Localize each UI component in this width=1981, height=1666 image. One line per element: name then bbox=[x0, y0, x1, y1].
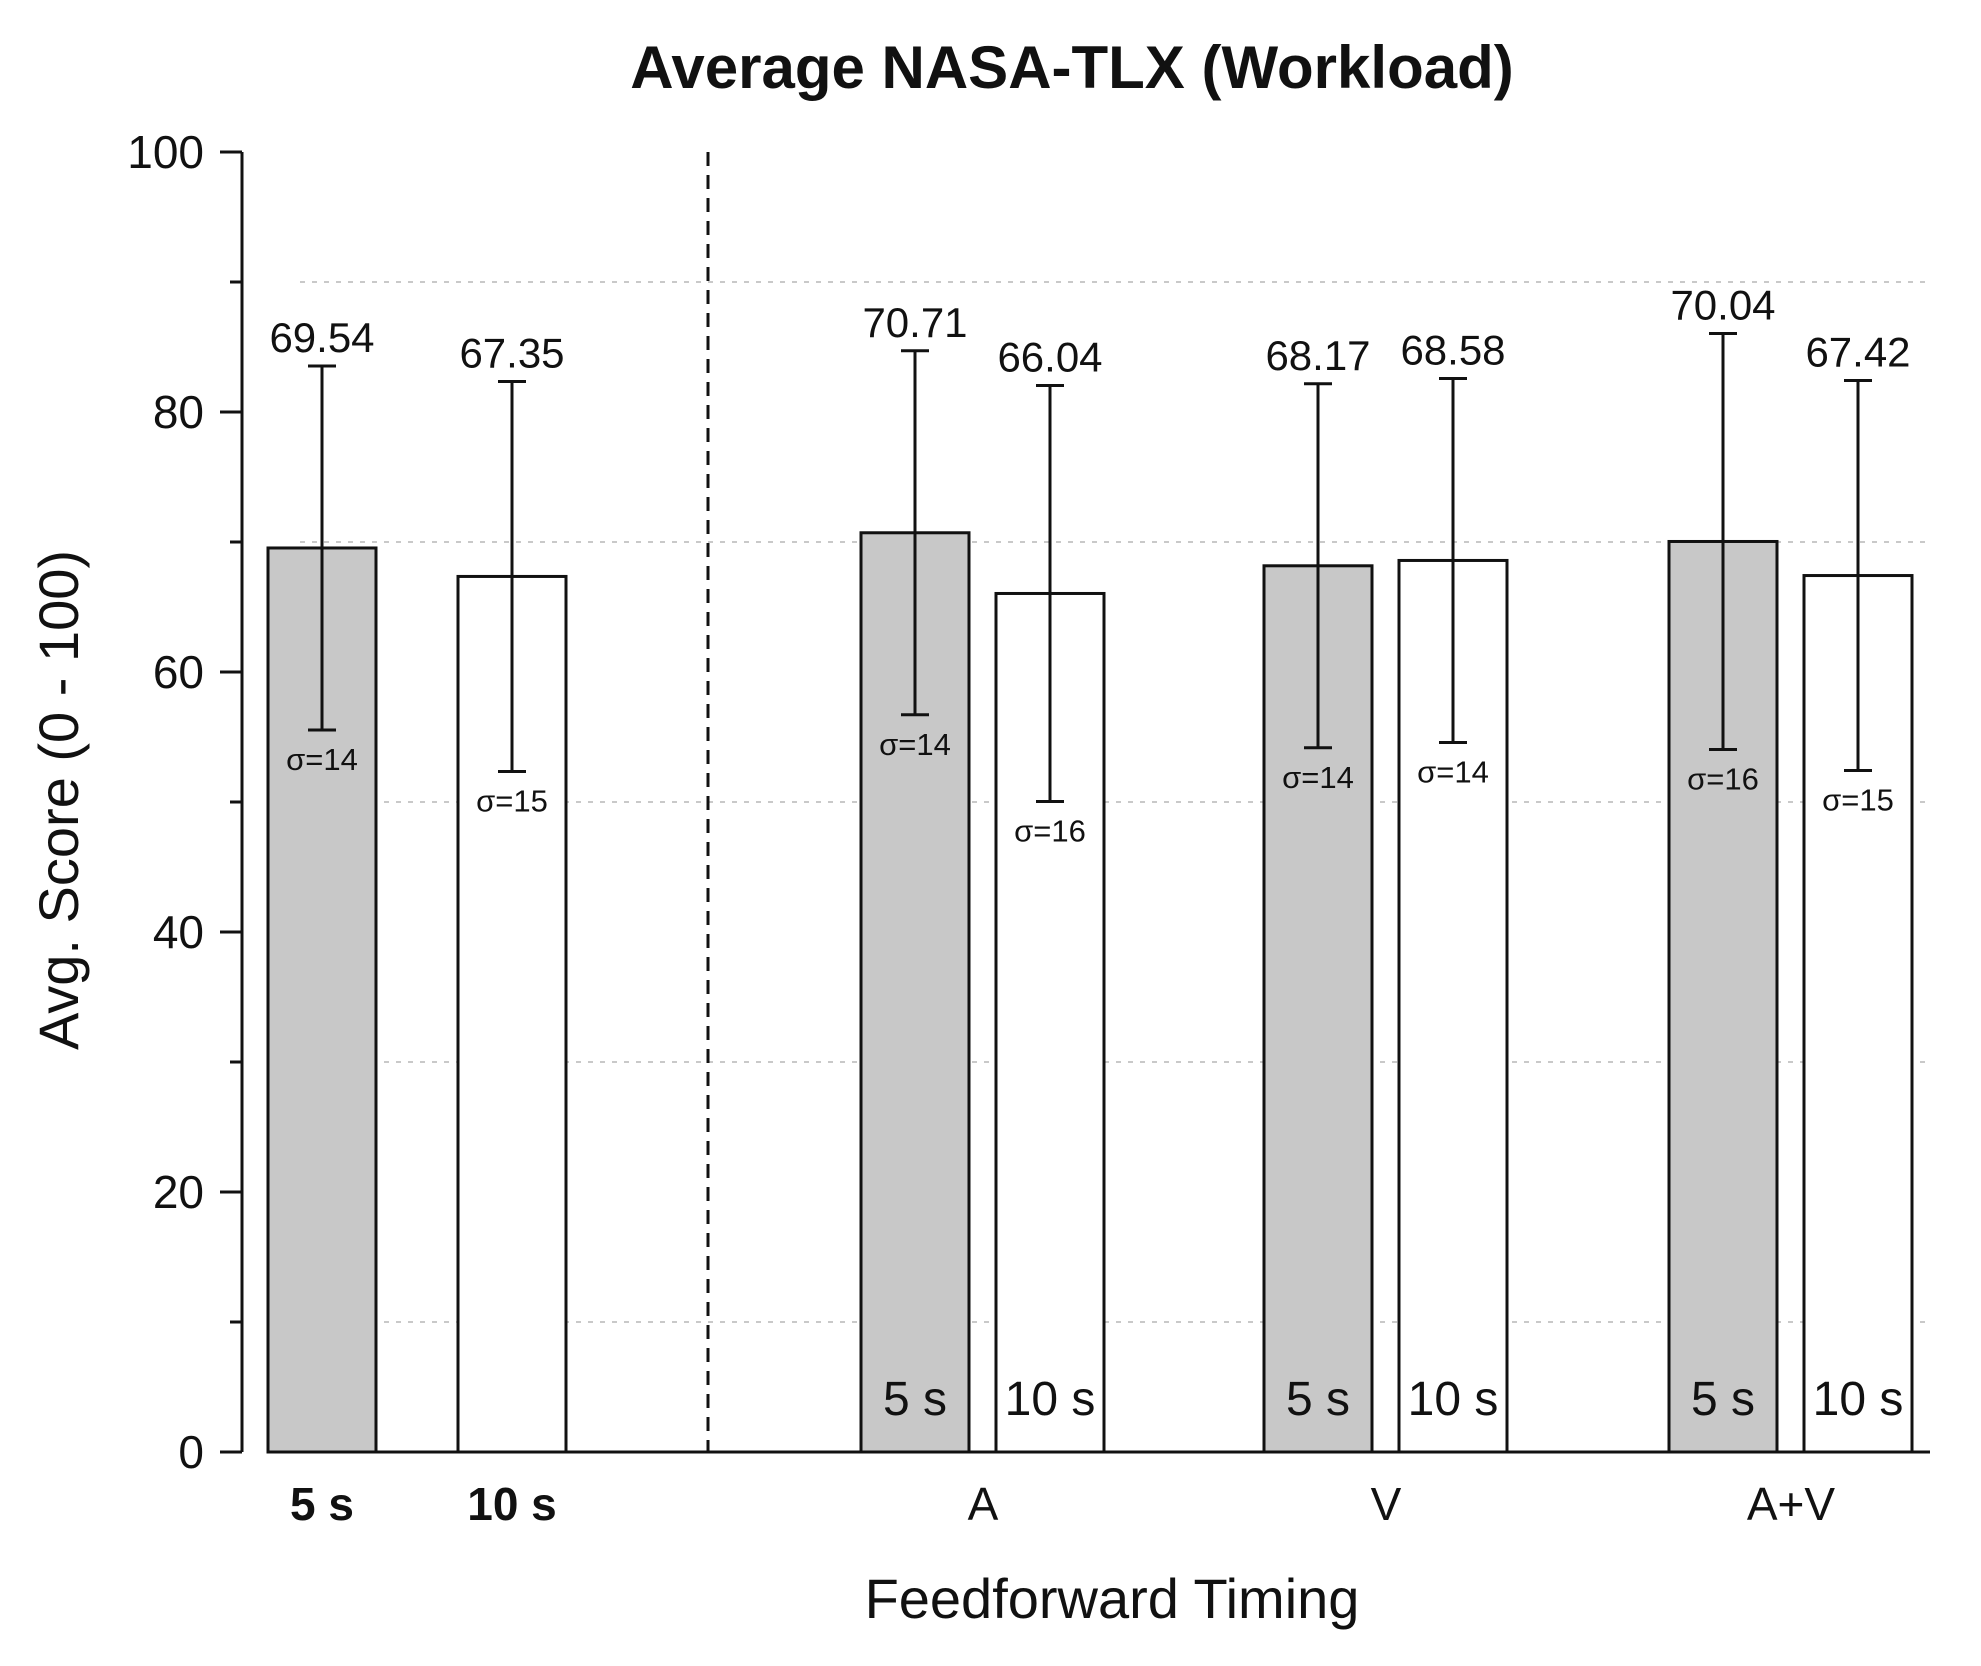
value-label: 69.54 bbox=[269, 314, 374, 361]
sd-label: σ=15 bbox=[1822, 783, 1894, 818]
x-category-label: V bbox=[1371, 1478, 1402, 1530]
value-label: 70.04 bbox=[1670, 281, 1775, 328]
value-label: 70.71 bbox=[862, 299, 967, 346]
gridlines bbox=[300, 281, 1930, 1323]
y-tick-label: 80 bbox=[153, 386, 204, 438]
bars bbox=[266, 331, 1914, 1454]
y-tick-label: 100 bbox=[127, 126, 204, 178]
axes bbox=[220, 150, 1930, 1454]
bar-timing-label: 5 s bbox=[1286, 1373, 1350, 1426]
chart-title: Average NASA-TLX (Workload) bbox=[630, 34, 1513, 101]
x-category-label: 5 s bbox=[290, 1478, 354, 1530]
value-label: 67.42 bbox=[1805, 329, 1910, 376]
x-category-label: A bbox=[968, 1478, 999, 1530]
bar-timing-label: 5 s bbox=[883, 1373, 947, 1426]
value-label: 66.04 bbox=[997, 333, 1102, 380]
value-label: 68.17 bbox=[1265, 332, 1370, 379]
x-category-label: A+V bbox=[1747, 1478, 1836, 1530]
sd-label: σ=16 bbox=[1687, 761, 1759, 796]
sd-label: σ=14 bbox=[1417, 754, 1489, 789]
sd-label: σ=16 bbox=[1014, 813, 1086, 848]
y-tick-label: 0 bbox=[178, 1426, 204, 1478]
bar-timing-label: 5 s bbox=[1691, 1373, 1755, 1426]
value-label: 68.58 bbox=[1400, 326, 1505, 373]
bar-timing-label: 10 s bbox=[1005, 1373, 1096, 1426]
y-tick-label: 40 bbox=[153, 906, 204, 958]
sd-label: σ=14 bbox=[286, 742, 358, 777]
sd-label: σ=15 bbox=[476, 783, 548, 818]
sd-label: σ=14 bbox=[1282, 760, 1354, 795]
bar-timing-label: 10 s bbox=[1813, 1373, 1904, 1426]
y-tick-label: 60 bbox=[153, 646, 204, 698]
labels: 0 20 40 60 80 100 69.54 σ=14 67.35 σ=15 5 s 10 s 70.… bbox=[127, 126, 1910, 1530]
y-tick-label: 20 bbox=[153, 1166, 204, 1218]
x-category-label: 10 s bbox=[467, 1478, 557, 1530]
bar-timing-label: 10 s bbox=[1408, 1373, 1499, 1426]
sd-label: σ=14 bbox=[879, 727, 951, 762]
x-axis-label: Feedforward Timing bbox=[865, 1567, 1360, 1630]
value-label: 67.35 bbox=[459, 329, 564, 376]
y-axis-label: Avg. Score (0 - 100) bbox=[27, 550, 90, 1050]
